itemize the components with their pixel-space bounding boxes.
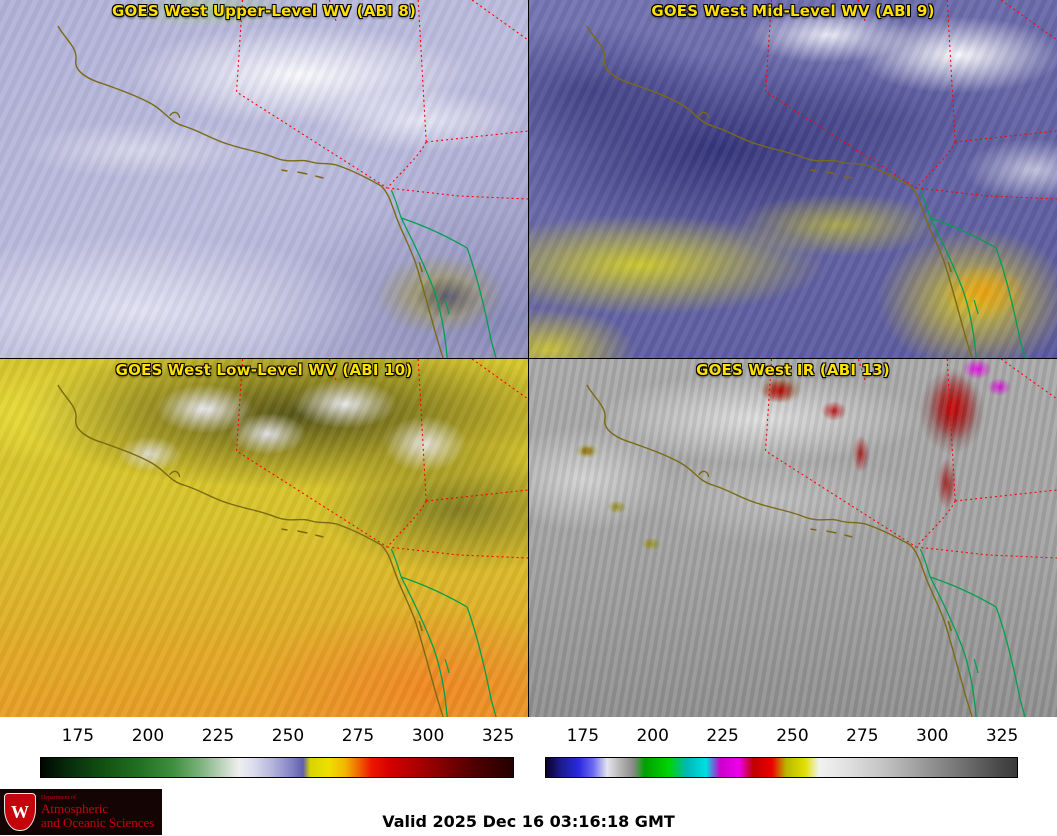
uw-crest-icon: W <box>4 793 36 831</box>
tick-label: 300 <box>411 726 445 746</box>
tick-label: 225 <box>706 726 739 746</box>
panel-title-low-wv: GOES West Low-Level WV (ABI 10) <box>115 361 413 379</box>
panel-upper-level-wv-abi8: GOES West Upper-Level WV (ABI 8) <box>0 0 528 358</box>
tick-label: 250 <box>271 726 305 746</box>
map-overlay <box>586 359 1057 717</box>
panel-ir-abi13: GOES West IR (ABI 13) <box>529 359 1057 717</box>
tick-label: 200 <box>636 726 669 746</box>
map-overlay <box>586 0 1057 358</box>
logo-text: Department of Atmospheric and Oceanic Sc… <box>41 795 154 830</box>
colorbar-ir: 175 200 225 250 275 300 325 <box>545 726 1018 778</box>
tick-label: 225 <box>201 726 235 746</box>
logo-line-1: Atmospheric <box>41 800 109 816</box>
tick-label: 200 <box>131 726 165 746</box>
tick-label: 175 <box>566 726 600 746</box>
satellite-panel-grid: GOES West Upper-Level WV (ABI 8) GOES We… <box>0 0 1057 717</box>
colorbar-ir-ticks: 175 200 225 250 275 300 325 <box>545 726 1019 752</box>
logo-department-of: Department of <box>41 794 76 801</box>
tick-label: 175 <box>61 726 95 746</box>
colorbar-wv-gradient <box>40 757 514 778</box>
panel-title-ir: GOES West IR (ABI 13) <box>696 361 890 379</box>
tick-label: 275 <box>341 726 375 746</box>
upper-level-wv-imagery <box>0 0 528 358</box>
crest-letter: W <box>11 802 29 822</box>
tick-label: 325 <box>985 726 1019 746</box>
logo-line-2: and Oceanic Sciences <box>41 814 155 830</box>
map-overlay <box>57 0 528 358</box>
colorbar-wv-ticks: 175 200 225 250 275 300 325 <box>40 726 515 752</box>
tick-label: 250 <box>776 726 809 746</box>
tick-label: 275 <box>846 726 879 746</box>
valid-timestamp: Valid 2025 Dec 16 03:16:18 GMT <box>382 812 675 831</box>
mid-level-wv-imagery <box>529 0 1057 358</box>
tick-label: 300 <box>916 726 949 746</box>
footer: W Department of Atmospheric and Oceanic … <box>0 785 1057 836</box>
map-overlay <box>57 359 528 717</box>
uw-aos-logo: W Department of Atmospheric and Oceanic … <box>0 789 162 835</box>
panel-title-mid-wv: GOES West Mid-Level WV (ABI 9) <box>651 2 935 20</box>
ir-imagery <box>529 359 1057 717</box>
colorbar-wv: 175 200 225 250 275 300 325 <box>40 726 514 778</box>
low-level-wv-imagery <box>0 359 528 717</box>
panel-mid-level-wv-abi9: GOES West Mid-Level WV (ABI 9) <box>529 0 1057 358</box>
colorbar-section: 175 200 225 250 275 300 325 175 200 225 … <box>0 717 1057 785</box>
colorbar-ir-gradient <box>545 757 1018 778</box>
panel-low-level-wv-abi10: GOES West Low-Level WV (ABI 10) <box>0 359 528 717</box>
tick-label: 325 <box>481 726 515 746</box>
panel-title-upper-wv: GOES West Upper-Level WV (ABI 8) <box>111 2 417 20</box>
